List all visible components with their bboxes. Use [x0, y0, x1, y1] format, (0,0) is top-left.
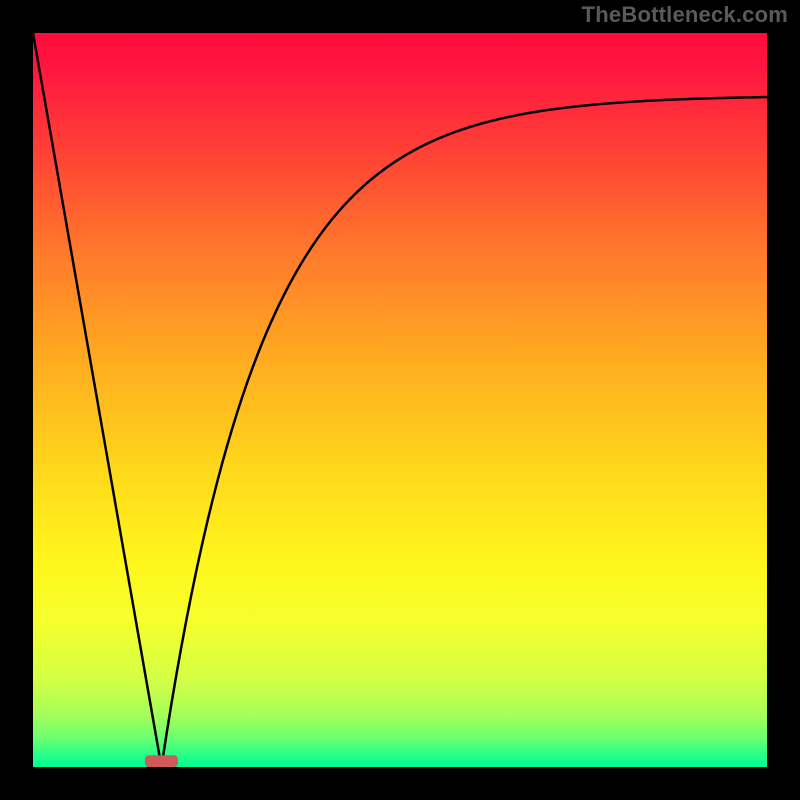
- chart-canvas: [0, 0, 800, 800]
- watermark-text: TheBottleneck.com: [582, 2, 788, 28]
- bottleneck-chart: TheBottleneck.com: [0, 0, 800, 800]
- optimal-marker: [145, 755, 178, 767]
